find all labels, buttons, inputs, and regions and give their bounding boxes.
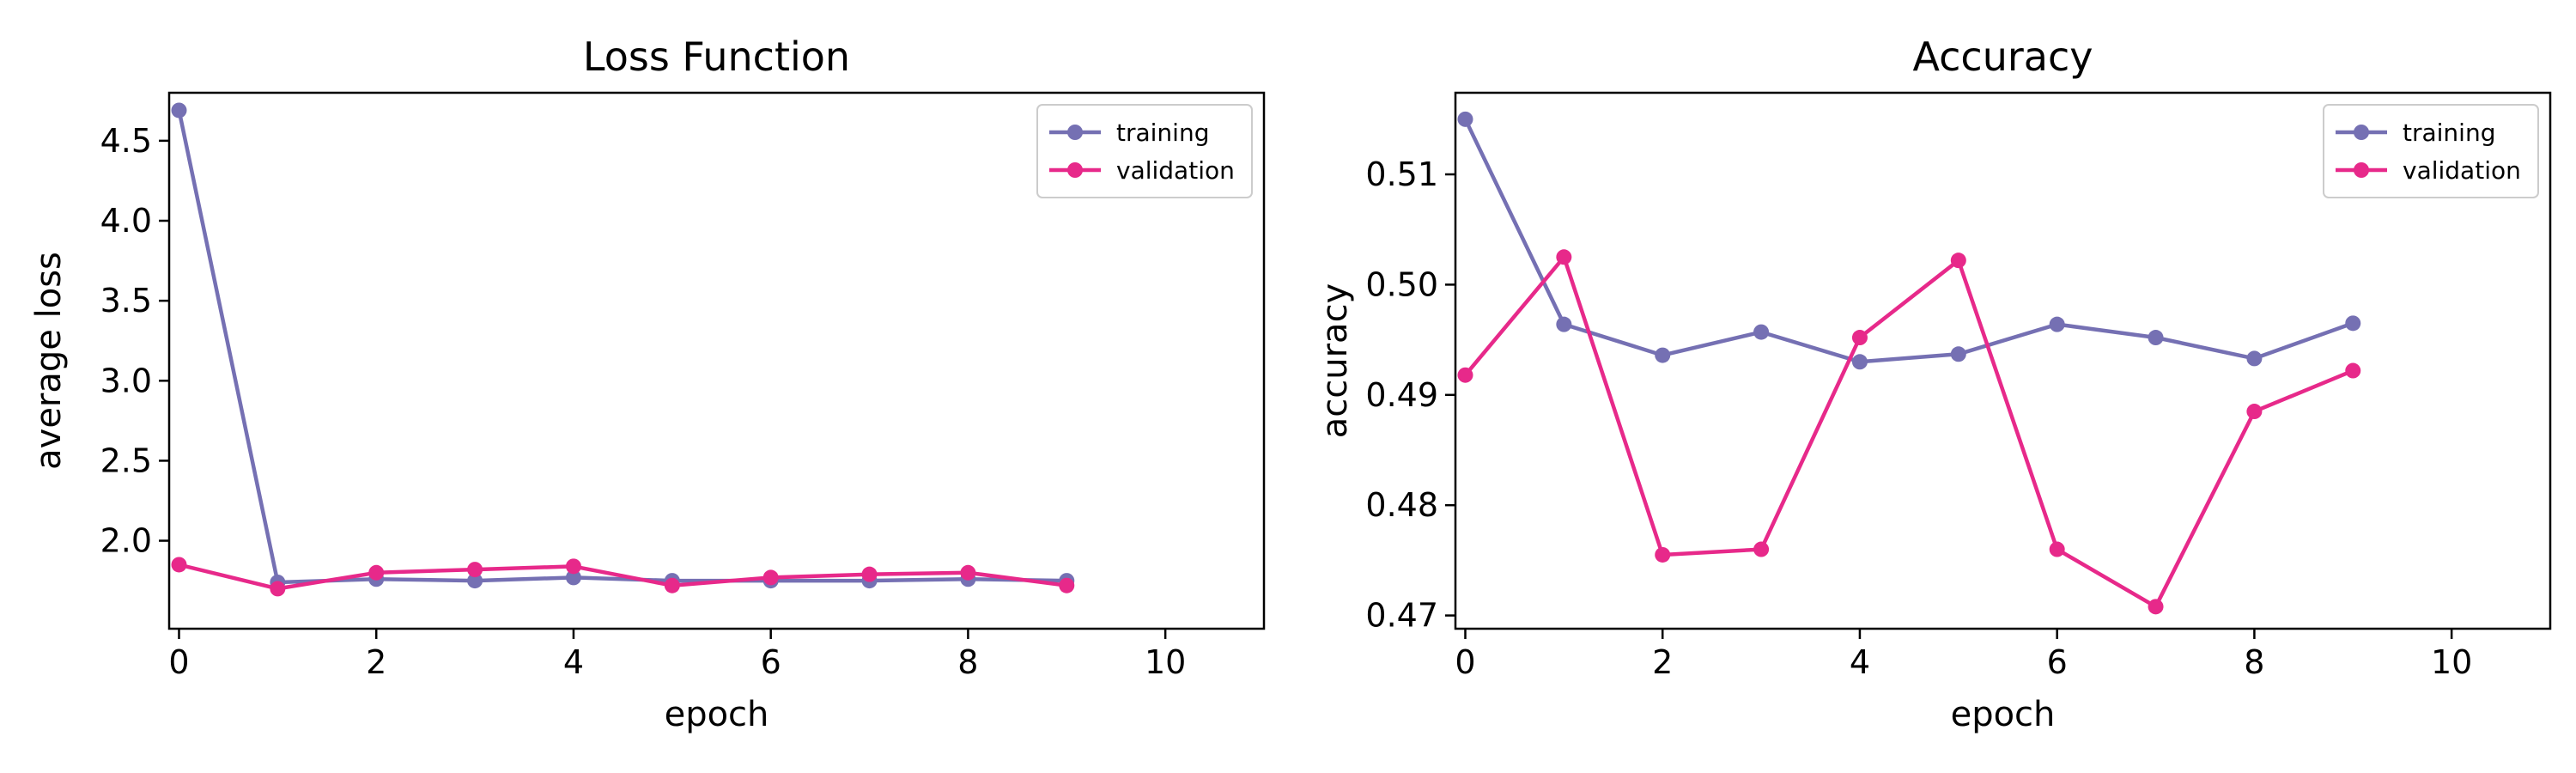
data-point-validation-2 bbox=[1655, 546, 1671, 563]
data-point-training-5 bbox=[1950, 346, 1966, 362]
legend: training validation bbox=[1036, 104, 1253, 198]
data-point-validation-5 bbox=[664, 577, 680, 593]
y-tick-label: 2.5 bbox=[100, 441, 152, 479]
x-tick-label: 6 bbox=[2047, 643, 2068, 681]
x-tick-label: 6 bbox=[761, 643, 781, 681]
legend-label-training: training bbox=[1116, 119, 1209, 147]
legend-marker-training bbox=[1067, 125, 1083, 140]
data-point-validation-6 bbox=[2049, 541, 2065, 557]
data-point-validation-9 bbox=[1059, 577, 1075, 593]
data-point-training-1 bbox=[1556, 316, 1572, 332]
y-tick-label: 0.48 bbox=[1365, 486, 1438, 524]
data-point-validation-9 bbox=[2345, 362, 2361, 379]
data-point-validation-7 bbox=[861, 566, 878, 582]
y-tick-label: 2.0 bbox=[100, 522, 152, 560]
data-point-training-8 bbox=[2246, 350, 2263, 367]
series-line-training bbox=[1463, 118, 2354, 364]
y-tick-label: 4.0 bbox=[100, 202, 152, 240]
plot-frame bbox=[167, 91, 1266, 630]
legend-box bbox=[2323, 104, 2539, 198]
data-point-validation-3 bbox=[1753, 541, 1770, 557]
x-tick-label: 0 bbox=[1455, 643, 1475, 681]
loss-chart-panel: Loss Function 0 2 4 6 8 10 2.0 2.5 3.0 3.5 4.0 4.5 ep… bbox=[29, 33, 1266, 734]
data-point-validation-8 bbox=[2246, 404, 2263, 420]
data-point-validation-0 bbox=[1457, 367, 1473, 383]
x-tick-label: 8 bbox=[957, 643, 978, 681]
legend-box bbox=[1036, 104, 1253, 198]
legend: training validation bbox=[2323, 104, 2539, 198]
y-tick-label: 3.0 bbox=[100, 362, 152, 399]
data-point-validation-4 bbox=[565, 558, 581, 575]
series-line-validation bbox=[178, 563, 1067, 591]
legend-label-training: training bbox=[2403, 119, 2495, 147]
y-tick-label: 4.5 bbox=[100, 122, 152, 160]
x-axis-label: epoch bbox=[1951, 695, 2056, 734]
legend-label-validation: validation bbox=[1116, 156, 1235, 185]
data-point-validation-3 bbox=[467, 562, 483, 578]
data-point-validation-7 bbox=[2148, 599, 2164, 615]
y-tick-label: 0.51 bbox=[1365, 155, 1438, 193]
data-point-training-3 bbox=[467, 573, 483, 589]
legend-marker-training bbox=[2354, 125, 2369, 140]
data-point-validation-6 bbox=[762, 569, 779, 586]
x-tick-label: 8 bbox=[2244, 643, 2264, 681]
y-axis-label: average loss bbox=[29, 252, 69, 470]
data-point-validation-1 bbox=[1556, 249, 1572, 265]
y-tick-label: 0.50 bbox=[1365, 265, 1438, 303]
data-point-training-6 bbox=[2049, 316, 2065, 332]
x-axis-label: epoch bbox=[665, 695, 769, 734]
x-tick-label: 2 bbox=[366, 643, 386, 681]
y-tick-label: 0.47 bbox=[1365, 597, 1438, 635]
data-point-training-7 bbox=[2148, 330, 2164, 346]
data-point-training-2 bbox=[1655, 347, 1671, 363]
series-line-training bbox=[177, 110, 1067, 585]
y-axis-label: accuracy bbox=[1315, 283, 1355, 438]
legend-marker-validation bbox=[1067, 162, 1083, 178]
plot-frame bbox=[1454, 91, 2552, 630]
data-point-training-0 bbox=[171, 102, 187, 119]
data-point-validation-4 bbox=[1851, 330, 1868, 346]
data-point-validation-0 bbox=[171, 557, 187, 573]
x-tick-label: 10 bbox=[1145, 643, 1186, 681]
y-tick-label: 0.49 bbox=[1365, 376, 1438, 414]
data-point-training-0 bbox=[1457, 111, 1473, 127]
data-point-validation-8 bbox=[960, 564, 976, 581]
accuracy-chart-panel: Accuracy 0 2 4 6 8 10 0.47 0.48 0.49 0.50 0.51 epoch… bbox=[1315, 33, 2552, 734]
data-point-validation-5 bbox=[1950, 253, 1966, 269]
x-tick-label: 10 bbox=[2431, 643, 2472, 681]
data-point-training-3 bbox=[1753, 324, 1770, 340]
y-tick-label: 3.5 bbox=[100, 282, 152, 320]
data-point-validation-2 bbox=[368, 564, 385, 581]
x-tick-label: 2 bbox=[1652, 643, 1673, 681]
legend-marker-validation bbox=[2354, 162, 2369, 178]
data-point-training-9 bbox=[2345, 315, 2361, 332]
data-point-training-4 bbox=[1851, 354, 1868, 370]
x-tick-label: 4 bbox=[1850, 643, 1870, 681]
series-line-validation bbox=[1463, 255, 2354, 609]
chart-title: Loss Function bbox=[583, 33, 850, 80]
x-tick-label: 4 bbox=[563, 643, 584, 681]
chart-title: Accuracy bbox=[1912, 33, 2093, 80]
legend-label-validation: validation bbox=[2403, 156, 2521, 185]
data-point-validation-1 bbox=[270, 581, 286, 597]
data-point-training-4 bbox=[565, 569, 581, 586]
x-tick-label: 0 bbox=[168, 643, 189, 681]
